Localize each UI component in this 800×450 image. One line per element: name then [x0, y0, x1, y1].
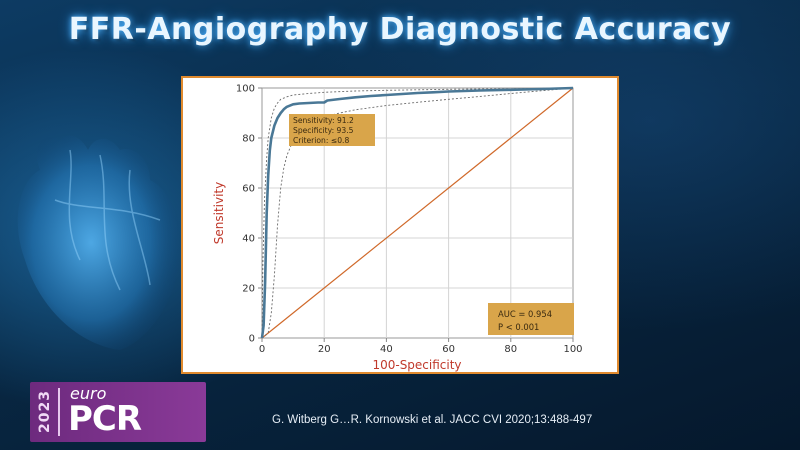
- citation: G. Witberg G…R. Kornowski et al. JACC CV…: [272, 414, 593, 426]
- slide-title: FFR-Angiography Diagnostic Accuracy: [68, 12, 732, 47]
- y-tick-label: 80: [242, 134, 255, 145]
- criterion-line-sensitivity: Sensitivity: 91.2: [293, 116, 354, 125]
- x-tick-label: 20: [318, 344, 331, 355]
- criterion-line-specificity: Specificity: 93.5: [293, 126, 354, 135]
- y-tick-label: 60: [242, 184, 255, 195]
- criterion-annotation: Sensitivity: 91.2 Specificity: 93.5 Crit…: [289, 114, 375, 146]
- europcr-logo: 2023 euro PCR: [30, 382, 206, 442]
- logo-euro: euro: [70, 384, 107, 403]
- logo-pcr: PCR: [68, 399, 142, 439]
- x-axis-label: 100-Specificity: [372, 358, 461, 372]
- x-tick-label: 80: [504, 344, 517, 355]
- auc-line-value: AUC = 0.954: [498, 309, 552, 319]
- auc-line-pvalue: P < 0.001: [498, 322, 539, 332]
- x-tick-label: 60: [442, 344, 455, 355]
- auc-annotation: AUC = 0.954 P < 0.001: [488, 303, 574, 335]
- y-tick-label: 20: [242, 284, 255, 295]
- y-axis-label: Sensitivity: [212, 182, 226, 244]
- x-tick-label: 40: [380, 344, 393, 355]
- criterion-box: [289, 114, 375, 146]
- y-tick-label: 100: [236, 84, 255, 95]
- series-layer: [260, 86, 574, 339]
- roc-curve: [260, 86, 574, 339]
- criterion-line-criterion: Criterion: ≤0.8: [293, 136, 349, 145]
- y-tick-label: 0: [249, 334, 255, 345]
- logo-year: 2023: [37, 390, 53, 434]
- heart-illustration: [17, 135, 181, 350]
- axis-ticks: 0 20 40 60 80 100 0 20 40 60 80 100: [236, 84, 583, 356]
- reference-diagonal-line: [261, 87, 574, 339]
- chart-frame: 0 20 40 60 80 100 0 20 40 60 80 100 100-Specificity…: [181, 76, 619, 374]
- x-tick-label: 0: [259, 344, 265, 355]
- x-tick-label: 100: [563, 344, 582, 355]
- logo-separator: [58, 388, 60, 436]
- lower-confidence-line: [261, 87, 574, 339]
- roc-chart: 0 20 40 60 80 100 0 20 40 60 80 100 100-Specificity…: [212, 84, 583, 373]
- y-tick-label: 40: [242, 234, 255, 245]
- auc-box: [488, 303, 574, 335]
